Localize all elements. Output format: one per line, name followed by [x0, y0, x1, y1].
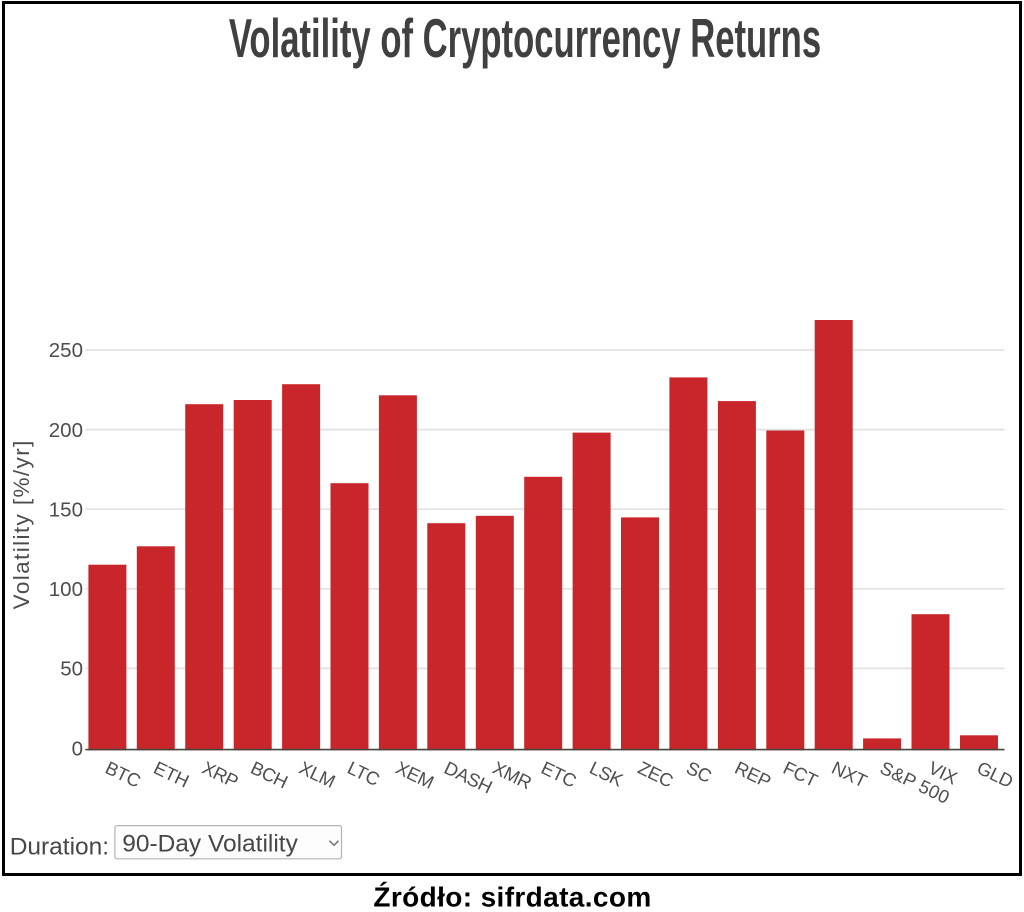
svg-text:Volatility of Cryptocurrency R: Volatility of Cryptocurrency Returns — [229, 7, 821, 69]
svg-text:XRP: XRP — [199, 757, 242, 792]
svg-text:50: 50 — [60, 658, 83, 681]
svg-text:Źródło: sifrdata.com: Źródło: sifrdata.com — [373, 882, 651, 912]
svg-text:DASH: DASH — [441, 757, 495, 798]
svg-text:BCH: BCH — [247, 757, 290, 792]
svg-text:NXT: NXT — [828, 757, 870, 791]
svg-text:BTC: BTC — [102, 757, 144, 791]
svg-text:0: 0 — [72, 737, 83, 760]
svg-text:REP: REP — [732, 757, 775, 792]
svg-text:ETH: ETH — [151, 757, 193, 791]
svg-text:GLD: GLD — [974, 757, 1017, 792]
svg-text:100: 100 — [49, 578, 83, 601]
svg-text:Duration:: Duration: — [10, 834, 109, 861]
svg-text:ETC: ETC — [538, 757, 580, 791]
svg-text:XEM: XEM — [393, 757, 437, 793]
svg-text:SC: SC — [683, 757, 715, 787]
svg-text:90-Day Volatility: 90-Day Volatility — [122, 830, 298, 857]
svg-text:150: 150 — [49, 498, 83, 521]
svg-text:LSK: LSK — [586, 757, 627, 791]
svg-text:LTC: LTC — [344, 757, 383, 790]
svg-text:Volatility [%/yr]: Volatility [%/yr] — [9, 439, 34, 609]
svg-text:FCT: FCT — [780, 757, 821, 791]
svg-text:200: 200 — [49, 419, 83, 442]
svg-text:XMR: XMR — [490, 757, 535, 793]
svg-text:XLM: XLM — [296, 757, 339, 792]
svg-text:ZEC: ZEC — [635, 757, 677, 791]
svg-text:250: 250 — [49, 339, 83, 362]
